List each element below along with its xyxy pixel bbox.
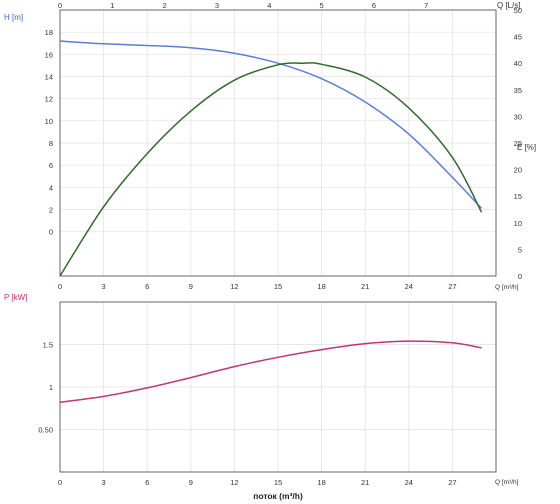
q-ls-tick-label: 0 bbox=[58, 1, 62, 10]
e-tick-label: 0 bbox=[518, 272, 522, 281]
e-tick-label: 5 bbox=[518, 245, 522, 254]
x-tick-label: 9 bbox=[189, 478, 193, 487]
e-tick-label: 20 bbox=[514, 166, 522, 175]
h-tick-label: 12 bbox=[45, 95, 53, 104]
bottom-grid bbox=[60, 302, 496, 472]
e-tick-label: 35 bbox=[514, 86, 522, 95]
bottom-panel-frame bbox=[59, 301, 497, 473]
x-tick-label: 12 bbox=[230, 282, 238, 291]
top-q-ls-ticks: 0 1 2 3 4 5 6 7 bbox=[58, 1, 428, 10]
x-tick-label: 21 bbox=[361, 282, 369, 291]
x-tick-label: 18 bbox=[317, 478, 325, 487]
p-tick-label: 1.5 bbox=[43, 341, 53, 350]
x-tick-label: 0 bbox=[58, 478, 62, 487]
bottom-p-ticks: 0.50 1 1.5 bbox=[38, 341, 53, 435]
efficiency-curve bbox=[59, 62, 483, 277]
head-curve bbox=[59, 40, 483, 209]
top-grid bbox=[60, 10, 496, 276]
e-axis-label: E [%] bbox=[517, 143, 536, 152]
h-tick-label: 14 bbox=[45, 73, 53, 82]
bottom-series bbox=[59, 340, 482, 404]
h-tick-label: 16 bbox=[45, 50, 53, 59]
e-tick-label: 15 bbox=[514, 192, 522, 201]
q-ls-tick-label: 3 bbox=[215, 1, 219, 10]
bottom-panel: 0 3 6 9 12 15 18 21 24 27 0.50 1 1.5 P [kW] Q [m³/h… bbox=[4, 293, 519, 501]
q-ls-tick-label: 7 bbox=[424, 1, 428, 10]
h-tick-label: 0 bbox=[49, 228, 53, 237]
x-tick-label: 12 bbox=[230, 478, 238, 487]
h-tick-label: 4 bbox=[49, 183, 53, 192]
x-tick-label: 15 bbox=[274, 282, 282, 291]
p-tick-label: 0.50 bbox=[38, 426, 53, 435]
x-tick-label: 18 bbox=[317, 282, 325, 291]
x-axis-title: поток (m³/h) bbox=[253, 491, 303, 501]
e-tick-label: 30 bbox=[514, 112, 522, 121]
q-ls-tick-label: 2 bbox=[163, 1, 167, 10]
x-tick-label: 9 bbox=[189, 282, 193, 291]
h-tick-label: 10 bbox=[45, 117, 53, 126]
x-tick-label: 27 bbox=[448, 282, 456, 291]
q-ls-tick-label: 1 bbox=[110, 1, 114, 10]
q-m3h-top-axis-label: Q [m³/h] bbox=[495, 284, 519, 291]
bottom-x-ticks: 0 3 6 9 12 15 18 21 24 27 bbox=[58, 478, 457, 487]
e-tick-label: 50 bbox=[514, 6, 522, 15]
h-tick-label: 18 bbox=[45, 28, 53, 37]
top-x-ticks: 0 3 6 9 12 15 18 21 24 27 bbox=[58, 282, 457, 291]
h-tick-label: 2 bbox=[49, 206, 53, 215]
top-panel-frame bbox=[59, 9, 497, 277]
h-tick-label: 8 bbox=[49, 139, 53, 148]
x-tick-label: 24 bbox=[405, 282, 413, 291]
q-ls-tick-label: 4 bbox=[267, 1, 271, 10]
x-tick-label: 24 bbox=[405, 478, 413, 487]
x-tick-label: 15 bbox=[274, 478, 282, 487]
x-tick-label: 27 bbox=[448, 478, 456, 487]
top-e-ticks: 0 5 10 15 20 25 30 35 40 45 50 bbox=[514, 6, 522, 281]
q-ls-axis-label: Q [L/s] bbox=[497, 1, 521, 10]
x-tick-label: 6 bbox=[145, 478, 149, 487]
q-ls-tick-label: 6 bbox=[372, 1, 376, 10]
x-tick-label: 6 bbox=[145, 282, 149, 291]
top-h-ticks: 0 2 4 6 8 10 12 14 16 18 bbox=[45, 28, 53, 237]
x-tick-label: 21 bbox=[361, 478, 369, 487]
q-ls-tick-label: 5 bbox=[320, 1, 324, 10]
q-m3h-bottom-axis-label: Q [m³/h] bbox=[495, 479, 519, 486]
x-tick-label: 3 bbox=[102, 478, 106, 487]
x-tick-label: 0 bbox=[58, 282, 62, 291]
h-tick-label: 6 bbox=[49, 161, 53, 170]
e-tick-label: 40 bbox=[514, 59, 522, 68]
top-series bbox=[59, 40, 483, 277]
e-tick-label: 45 bbox=[514, 33, 522, 42]
h-axis-label: H [m] bbox=[4, 13, 23, 22]
e-tick-label: 10 bbox=[514, 219, 522, 228]
x-tick-label: 3 bbox=[102, 282, 106, 291]
power-curve bbox=[59, 340, 482, 404]
p-tick-label: 1 bbox=[49, 383, 53, 392]
p-axis-label: P [kW] bbox=[4, 293, 27, 302]
e-tick-label: 25 bbox=[514, 139, 522, 148]
